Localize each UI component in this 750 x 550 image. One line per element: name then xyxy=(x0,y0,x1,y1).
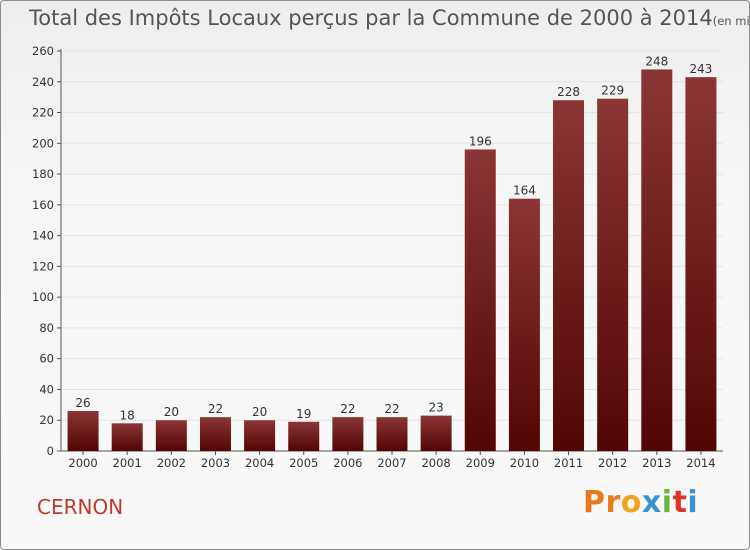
bar-2009 xyxy=(464,149,496,451)
y-tick-label: 120 xyxy=(32,259,54,273)
y-tick-label: 40 xyxy=(39,382,54,396)
x-tick-label-2011: 2011 xyxy=(554,456,583,470)
data-label-2011: 228 xyxy=(557,85,580,99)
bar-2004 xyxy=(244,420,276,451)
bar-2013 xyxy=(641,69,673,451)
bar-2001 xyxy=(111,423,143,451)
bar-2008 xyxy=(420,415,452,451)
y-tick-label: 140 xyxy=(32,229,54,243)
y-tick-label: 220 xyxy=(32,106,54,120)
data-label-2006: 22 xyxy=(340,402,355,416)
y-tick-label: 260 xyxy=(32,44,54,58)
bar-2002 xyxy=(155,420,187,451)
bar-2012 xyxy=(597,98,629,451)
data-label-2001: 18 xyxy=(120,408,135,422)
logo-letter: i xyxy=(661,485,673,520)
y-tick-label: 200 xyxy=(32,136,54,150)
logo-letter: o xyxy=(620,485,642,520)
x-tick-label-2008: 2008 xyxy=(421,456,450,470)
x-tick-label-2001: 2001 xyxy=(113,456,142,470)
y-tick-label: 80 xyxy=(39,321,54,335)
logo-letter: x xyxy=(641,485,662,520)
data-label-2014: 243 xyxy=(689,62,712,76)
bar-2006 xyxy=(332,417,364,451)
bar-2011 xyxy=(553,100,585,451)
y-tick-label: 160 xyxy=(32,198,54,212)
x-tick-label-2012: 2012 xyxy=(598,456,627,470)
logo-letter: r xyxy=(605,485,621,520)
bar-2003 xyxy=(199,417,231,451)
data-label-2002: 20 xyxy=(164,405,179,419)
x-tick-label-2006: 2006 xyxy=(333,456,362,470)
x-tick-label-2014: 2014 xyxy=(686,456,715,470)
y-tick-label: 100 xyxy=(32,290,54,304)
x-tick-label-2003: 2003 xyxy=(201,456,230,470)
x-tick-label-2000: 2000 xyxy=(68,456,97,470)
data-label-2004: 20 xyxy=(252,405,267,419)
data-label-2012: 229 xyxy=(601,84,624,98)
logo-letter: i xyxy=(687,485,699,520)
chart-title: Total des Impôts Locaux perçus par la Co… xyxy=(29,6,750,30)
data-label-2009: 196 xyxy=(469,134,492,148)
commune-name: CERNON xyxy=(37,495,124,519)
x-tick-label-2004: 2004 xyxy=(245,456,274,470)
x-tick-label-2005: 2005 xyxy=(289,456,318,470)
y-tick-label: 0 xyxy=(47,444,54,458)
bar-2000 xyxy=(67,411,99,451)
y-tick-label: 180 xyxy=(32,167,54,181)
logo-letter: t xyxy=(672,485,688,520)
data-label-2005: 19 xyxy=(296,407,311,421)
data-label-2007: 22 xyxy=(384,402,399,416)
data-label-2010: 164 xyxy=(513,184,536,198)
x-tick-label-2007: 2007 xyxy=(377,456,406,470)
logo-letter: P xyxy=(583,485,606,520)
bar-2007 xyxy=(376,417,408,451)
bar-2005 xyxy=(288,421,320,451)
chart-title-unit: (en milliers d'€) xyxy=(712,14,750,28)
bar-2014 xyxy=(685,77,717,452)
data-label-2008: 23 xyxy=(428,401,443,415)
bar-2010 xyxy=(508,198,540,451)
x-tick-label-2009: 2009 xyxy=(466,456,495,470)
y-tick-label: 240 xyxy=(32,75,54,89)
x-tick-label-2010: 2010 xyxy=(510,456,539,470)
y-tick-label: 20 xyxy=(39,413,54,427)
data-label-2003: 22 xyxy=(208,402,223,416)
chart-title-main: Total des Impôts Locaux perçus par la Co… xyxy=(29,6,713,30)
x-tick-label-2002: 2002 xyxy=(157,456,186,470)
data-label-2013: 248 xyxy=(645,54,668,68)
data-label-2000: 26 xyxy=(75,396,90,410)
y-tick-label: 60 xyxy=(39,352,54,366)
proxiti-logo: Proxiti xyxy=(583,485,698,520)
x-tick-label-2013: 2013 xyxy=(642,456,671,470)
